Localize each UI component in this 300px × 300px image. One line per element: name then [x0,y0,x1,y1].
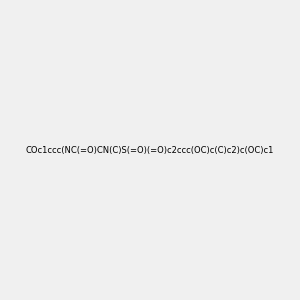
Text: COc1ccc(NC(=O)CN(C)S(=O)(=O)c2ccc(OC)c(C)c2)c(OC)c1: COc1ccc(NC(=O)CN(C)S(=O)(=O)c2ccc(OC)c(C… [26,146,274,154]
